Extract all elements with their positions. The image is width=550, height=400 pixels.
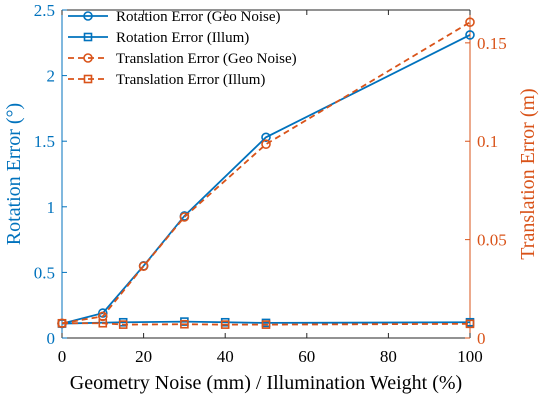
x-axis-title: Geometry Noise (mm) / Illumination Weigh… xyxy=(70,372,462,394)
circle-marker xyxy=(138,261,149,271)
square-marker xyxy=(220,320,230,329)
left-y-axis-title: Rotation Error (°) xyxy=(3,103,25,245)
circle-marker xyxy=(83,53,93,63)
right-y-axis-title: Translation Error (m) xyxy=(517,88,539,259)
square-marker xyxy=(83,74,93,84)
legend-label: Rotation Error (Illum) xyxy=(116,30,249,46)
plot-frame-layer xyxy=(61,9,471,339)
x-tick-label: 100 xyxy=(457,347,483,366)
left-y-tick-label: 1 xyxy=(47,198,56,217)
legend-label: Rotation Error (Geo Noise) xyxy=(116,9,281,25)
circle-marker xyxy=(261,132,271,143)
right-y-tick-label: 0 xyxy=(477,329,486,348)
legend-label: Translation Error (Illum) xyxy=(116,72,265,88)
legend: Rotation Error (Geo Noise) Rotation Error… xyxy=(68,9,297,88)
series-2 xyxy=(57,317,475,328)
square-marker xyxy=(118,320,128,329)
series-line xyxy=(61,320,471,325)
circle-marker xyxy=(261,139,271,149)
circle-marker xyxy=(465,17,475,27)
circle-marker xyxy=(465,30,475,40)
series-line xyxy=(61,34,471,325)
legend-entry-1: Rotation Error (Geo Noise) xyxy=(68,9,281,25)
square-marker xyxy=(180,319,189,329)
right-y-tick-label: 0.05 xyxy=(477,231,507,250)
legend-entry-2: Rotation Error (Illum) xyxy=(68,30,249,46)
legend-entry-4: Translation Error (Illum) xyxy=(68,72,265,88)
right-y-tick-label: 0.15 xyxy=(477,34,507,53)
left-y-tick-label: 0 xyxy=(47,329,56,348)
series-layer xyxy=(57,17,475,329)
series-4 xyxy=(57,318,475,329)
square-marker xyxy=(98,318,108,328)
square-marker xyxy=(465,319,475,329)
x-tick-label: 20 xyxy=(135,347,152,366)
x-tick-label: 0 xyxy=(58,347,67,366)
x-tick-label: 40 xyxy=(217,347,234,366)
circle-marker xyxy=(83,11,93,21)
left-y-tick-label: 2.5 xyxy=(34,1,55,20)
circle-marker xyxy=(179,212,190,222)
x-tick-label: 60 xyxy=(298,347,315,366)
series-line xyxy=(61,21,471,325)
legend-entry-3: Translation Error (Geo Noise) xyxy=(68,51,297,67)
left-y-tick-label: 2 xyxy=(47,67,56,86)
square-marker xyxy=(57,318,67,328)
left-y-tick-label: 0.5 xyxy=(34,263,55,282)
square-marker xyxy=(83,32,93,42)
left-y-tick-label: 1.5 xyxy=(34,132,55,151)
series-line xyxy=(62,322,471,326)
square-marker xyxy=(261,320,271,329)
right-y-tick-label: 0.1 xyxy=(477,132,498,151)
legend-label: Translation Error (Geo Noise) xyxy=(116,51,297,67)
x-tick-label: 80 xyxy=(380,347,397,366)
